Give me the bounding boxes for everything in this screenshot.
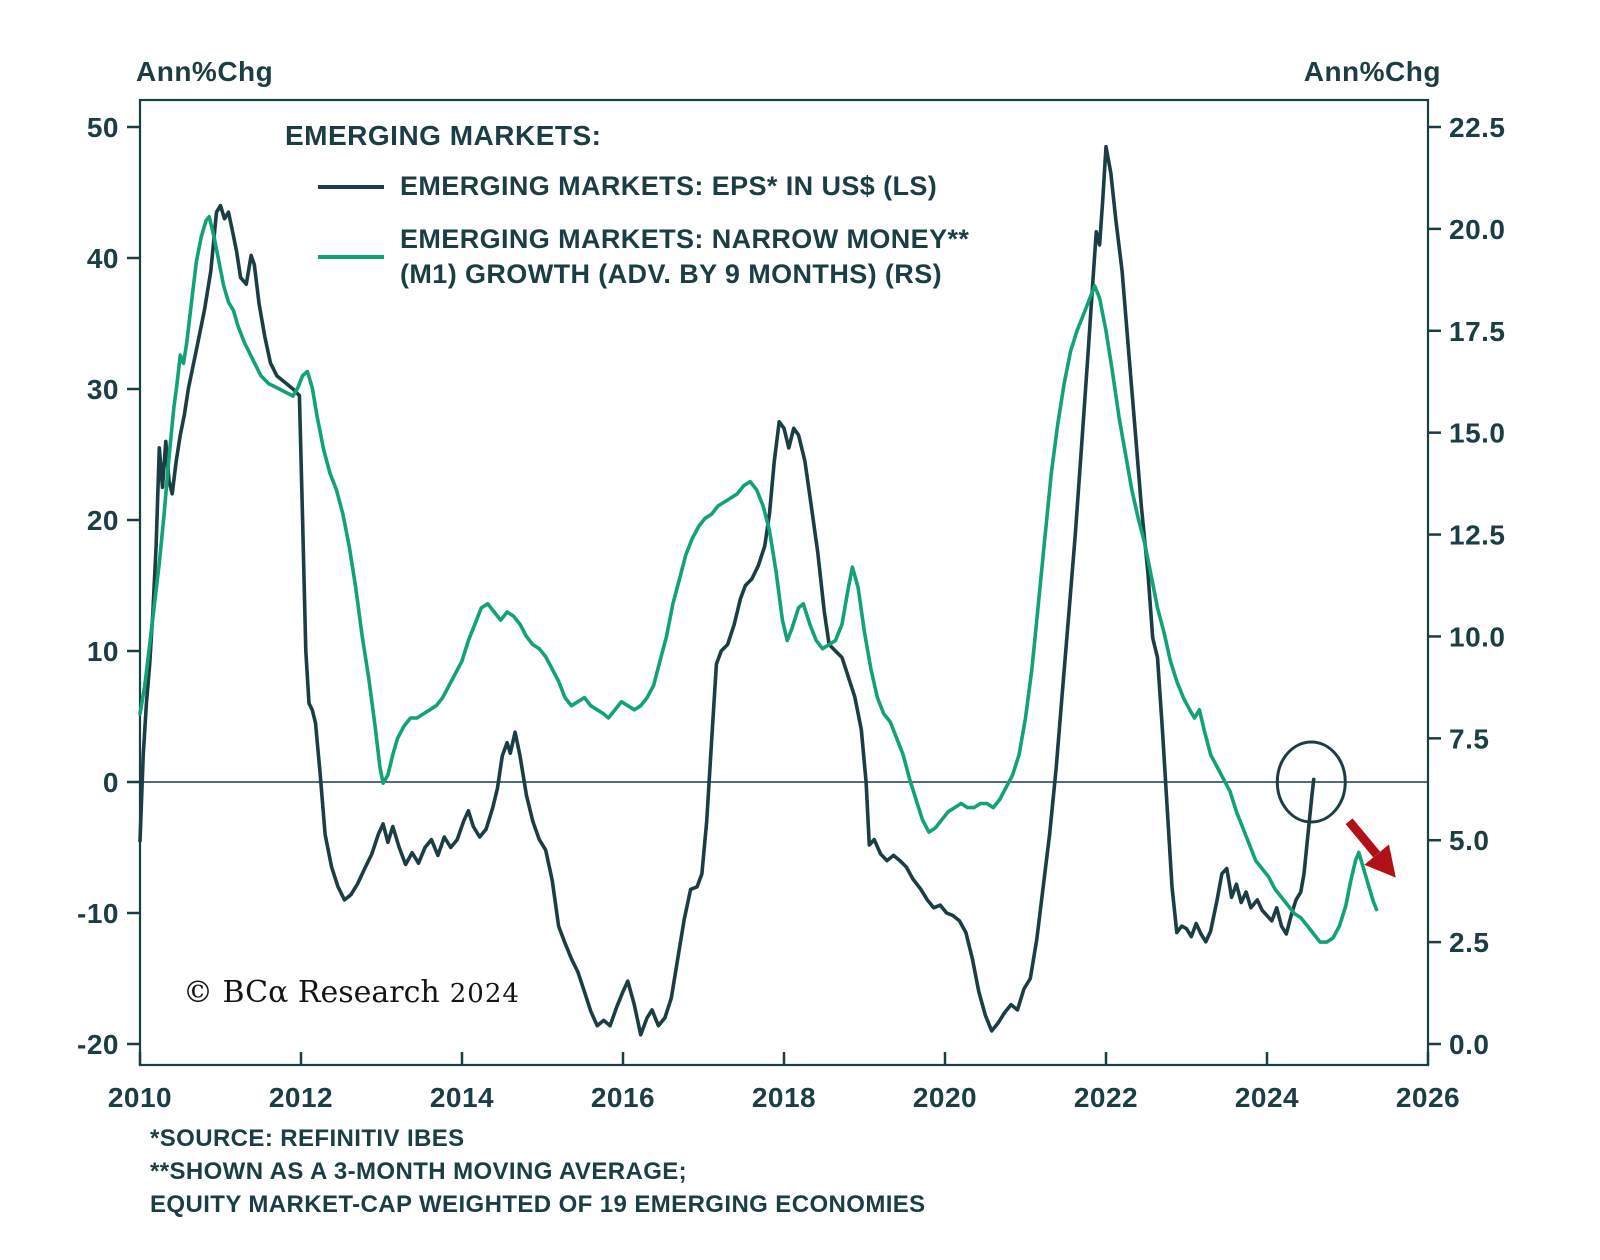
right-tick-label: 10.0 (1449, 621, 1506, 652)
right-tick-label: 7.5 (1449, 723, 1489, 754)
footnote-weighting: EQUITY MARKET-CAP WEIGHTED OF 19 EMERGIN… (150, 1191, 926, 1218)
x-tick-label: 2018 (752, 1082, 816, 1113)
right-tick-label: 20.0 (1449, 214, 1506, 245)
left-axis-unit-label: Ann%Chg (136, 56, 274, 87)
x-tick-label: 2012 (269, 1082, 333, 1113)
right-tick-label: 5.0 (1449, 825, 1489, 856)
x-tick-label: 2026 (1396, 1082, 1460, 1113)
right-tick-label: 22.5 (1449, 112, 1506, 143)
highlight-circle-annotation (1275, 740, 1347, 824)
copyright-notice: © BCα Research 2024 (183, 975, 520, 1010)
x-tick-label: 2016 (591, 1082, 655, 1113)
right-tick-label: 2.5 (1449, 927, 1489, 958)
down-arrow-shaft (1345, 818, 1381, 858)
legend-label-m1-line2: (M1) GROWTH (ADV. BY 9 MONTHS) (RS) (400, 259, 943, 290)
left-tick-label: 30 (87, 374, 119, 405)
x-tick-label: 2024 (1235, 1082, 1299, 1113)
legend: EMERGING MARKETS: EMERGING MARKETS: EPS*… (285, 120, 969, 293)
left-tick-label: 0 (103, 767, 119, 798)
legend-item-m1: EMERGING MARKETS: NARROW MONEY** (M1) GR… (318, 222, 969, 293)
copyright-year: 2024 (449, 979, 520, 1009)
footnote-moving-average: **SHOWN AS A 3-MONTH MOVING AVERAGE; (150, 1158, 688, 1185)
left-tick-label: -10 (77, 898, 119, 929)
eps-line-swatch (318, 184, 384, 189)
right-axis-unit-label: Ann%Chg (1303, 56, 1441, 87)
legend-label-m1-line1: EMERGING MARKETS: NARROW MONEY** (400, 223, 970, 254)
copyright-brand: © BCα Research (183, 975, 440, 1010)
m1-line-swatch (318, 255, 384, 260)
x-tick-label: 2014 (430, 1082, 494, 1113)
legend-title: EMERGING MARKETS: (285, 120, 602, 151)
footnotes: *SOURCE: REFINITIV IBES **SHOWN AS A 3-M… (150, 1122, 926, 1221)
x-tick-label: 2022 (1074, 1082, 1138, 1113)
right-tick-label: 17.5 (1449, 316, 1506, 347)
left-tick-label: 50 (87, 112, 119, 143)
left-tick-label: 10 (87, 636, 119, 667)
x-tick-label: 2020 (913, 1082, 977, 1113)
eps-line (138, 144, 1316, 1037)
right-tick-label: 15.0 (1449, 418, 1506, 449)
right-tick-label: 0.0 (1449, 1029, 1489, 1060)
legend-label-m1: EMERGING MARKETS: NARROW MONEY** (M1) GR… (400, 222, 969, 293)
x-tick-label: 2010 (108, 1082, 172, 1113)
legend-item-eps: EMERGING MARKETS: EPS* IN US$ (LS) (318, 169, 969, 205)
footnote-source: *SOURCE: REFINITIV IBES (150, 1125, 465, 1152)
legend-label-eps: EMERGING MARKETS: EPS* IN US$ (LS) (400, 171, 938, 201)
left-tick-label: 20 (87, 505, 119, 536)
left-tick-label: -20 (77, 1029, 119, 1060)
m1-line (138, 214, 1379, 944)
right-tick-label: 12.5 (1449, 520, 1506, 551)
left-tick-label: 40 (87, 243, 119, 274)
down-arrow-icon (1364, 844, 1396, 878)
